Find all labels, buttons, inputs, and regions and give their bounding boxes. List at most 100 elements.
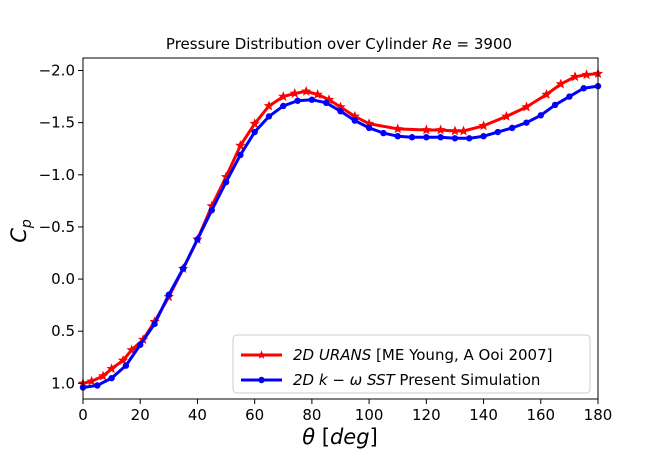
x-tick-label: 20 — [131, 406, 150, 424]
x-tick-label: 120 — [412, 406, 441, 424]
data-point-circle — [251, 128, 258, 136]
data-point-circle — [580, 85, 587, 92]
data-point-star — [235, 140, 246, 150]
data-point-circle — [437, 134, 444, 141]
data-point-star — [289, 88, 300, 98]
data-point-star — [541, 89, 552, 99]
series-layer — [77, 68, 604, 391]
x-tick-label: 140 — [469, 406, 498, 424]
data-point-star — [263, 100, 275, 111]
legend-label-italic: 2D k − ω SST — [293, 371, 396, 389]
y-axis-label: Cp — [7, 219, 35, 243]
data-point-circle — [294, 97, 301, 104]
data-point-circle — [94, 382, 101, 389]
data-point-circle — [537, 112, 544, 119]
x-tick-label: 180 — [584, 406, 613, 424]
chart-title-re: Re — [432, 35, 452, 53]
x-axis-label-sep: [ — [315, 425, 330, 449]
data-point-circle — [480, 133, 487, 140]
data-point-circle — [194, 236, 201, 243]
data-point-circle — [566, 93, 573, 100]
legend-swatch-star — [257, 350, 266, 359]
data-point-circle — [466, 135, 473, 142]
y-axis: 1.0 0.5 0.0 −0.5 −1.0 −1.5 −2.0 — [39, 62, 83, 392]
x-tick-label: 60 — [245, 406, 264, 424]
data-point-circle — [337, 107, 344, 115]
data-point-circle — [322, 99, 330, 107]
x-axis: 0 20 40 60 80 100 120 140 160 180 — [78, 399, 612, 424]
data-point-circle — [494, 128, 502, 136]
data-point-circle — [523, 119, 530, 126]
plot-frame — [82, 57, 599, 400]
x-tick-label: 0 — [78, 406, 88, 424]
legend-label: 2D k − ω SST Present Simulation — [293, 371, 540, 389]
data-point-star — [478, 120, 489, 131]
y-axis-label-c: C — [7, 228, 31, 243]
data-point-star — [249, 118, 260, 129]
data-point-circle — [122, 362, 130, 369]
y-tick-label: 0.0 — [51, 270, 75, 288]
data-point-star — [97, 370, 109, 381]
data-point-circle — [551, 101, 559, 109]
legend-label-italic: 2D URANS — [293, 346, 372, 364]
data-point-circle — [222, 178, 230, 186]
data-point-circle — [394, 133, 401, 140]
x-tick-label: 160 — [526, 406, 555, 424]
legend: 2D URANS [ME Young, A Ooi 2007] 2D k − ω … — [232, 334, 591, 394]
data-point-circle — [137, 341, 144, 348]
data-point-circle — [165, 291, 173, 298]
data-point-circle — [423, 134, 430, 141]
y-axis-label-sub: p — [19, 219, 35, 229]
data-point-circle — [365, 124, 373, 132]
y-tick-label: −2.0 — [39, 62, 75, 80]
data-point-circle — [351, 117, 359, 124]
data-point-circle — [179, 265, 187, 272]
legend-label-rest: Present Simulation — [395, 371, 541, 389]
data-point-circle — [208, 207, 215, 214]
x-axis-label-close: ] — [370, 425, 378, 449]
data-point-star — [392, 123, 403, 134]
data-point-star — [301, 85, 312, 96]
data-point-star — [421, 124, 432, 135]
data-point-star — [106, 363, 117, 374]
data-point-circle — [508, 124, 516, 132]
data-point-star — [521, 101, 532, 112]
data-point-star — [501, 110, 512, 121]
data-point-star — [312, 89, 323, 99]
data-point-star — [569, 71, 581, 82]
y-tick-label: −1.0 — [39, 166, 75, 184]
data-point-circle — [237, 151, 244, 159]
data-point-star — [117, 355, 129, 365]
legend-label-rest: [ME Young, A Ooi 2007] — [371, 346, 552, 364]
x-axis-label-unit: deg — [330, 425, 370, 449]
x-tick-label: 80 — [302, 406, 321, 424]
x-tick-label: 40 — [188, 406, 207, 424]
data-point-star — [449, 125, 461, 136]
chart-title-text: Pressure Distribution over Cylinder — [166, 35, 432, 53]
data-point-star — [458, 125, 469, 136]
data-point-star — [581, 69, 592, 80]
x-tick-label: 100 — [355, 406, 384, 424]
data-point-circle — [280, 102, 287, 110]
data-point-circle — [108, 374, 115, 382]
y-tick-label: 0.5 — [51, 322, 75, 340]
data-point-star — [435, 124, 446, 135]
data-point-circle — [265, 113, 273, 120]
y-tick-label: −1.5 — [39, 114, 75, 132]
x-axis-label: θ [deg] — [302, 425, 378, 449]
legend-swatch-circle — [258, 376, 265, 384]
y-tick-label: 1.0 — [51, 374, 75, 392]
chart-title-value: = 3900 — [452, 35, 512, 53]
data-point-star — [555, 78, 566, 89]
y-tick-label: −0.5 — [39, 218, 75, 236]
data-point-circle — [380, 129, 387, 137]
data-point-circle — [308, 96, 316, 103]
data-point-circle — [151, 320, 158, 328]
legend-label: 2D URANS [ME Young, A Ooi 2007] — [293, 346, 552, 364]
legend-box — [232, 334, 591, 394]
x-axis-label-theta: θ — [302, 425, 315, 449]
data-point-star — [126, 344, 137, 355]
data-point-star — [86, 375, 97, 386]
data-point-circle — [451, 135, 459, 142]
